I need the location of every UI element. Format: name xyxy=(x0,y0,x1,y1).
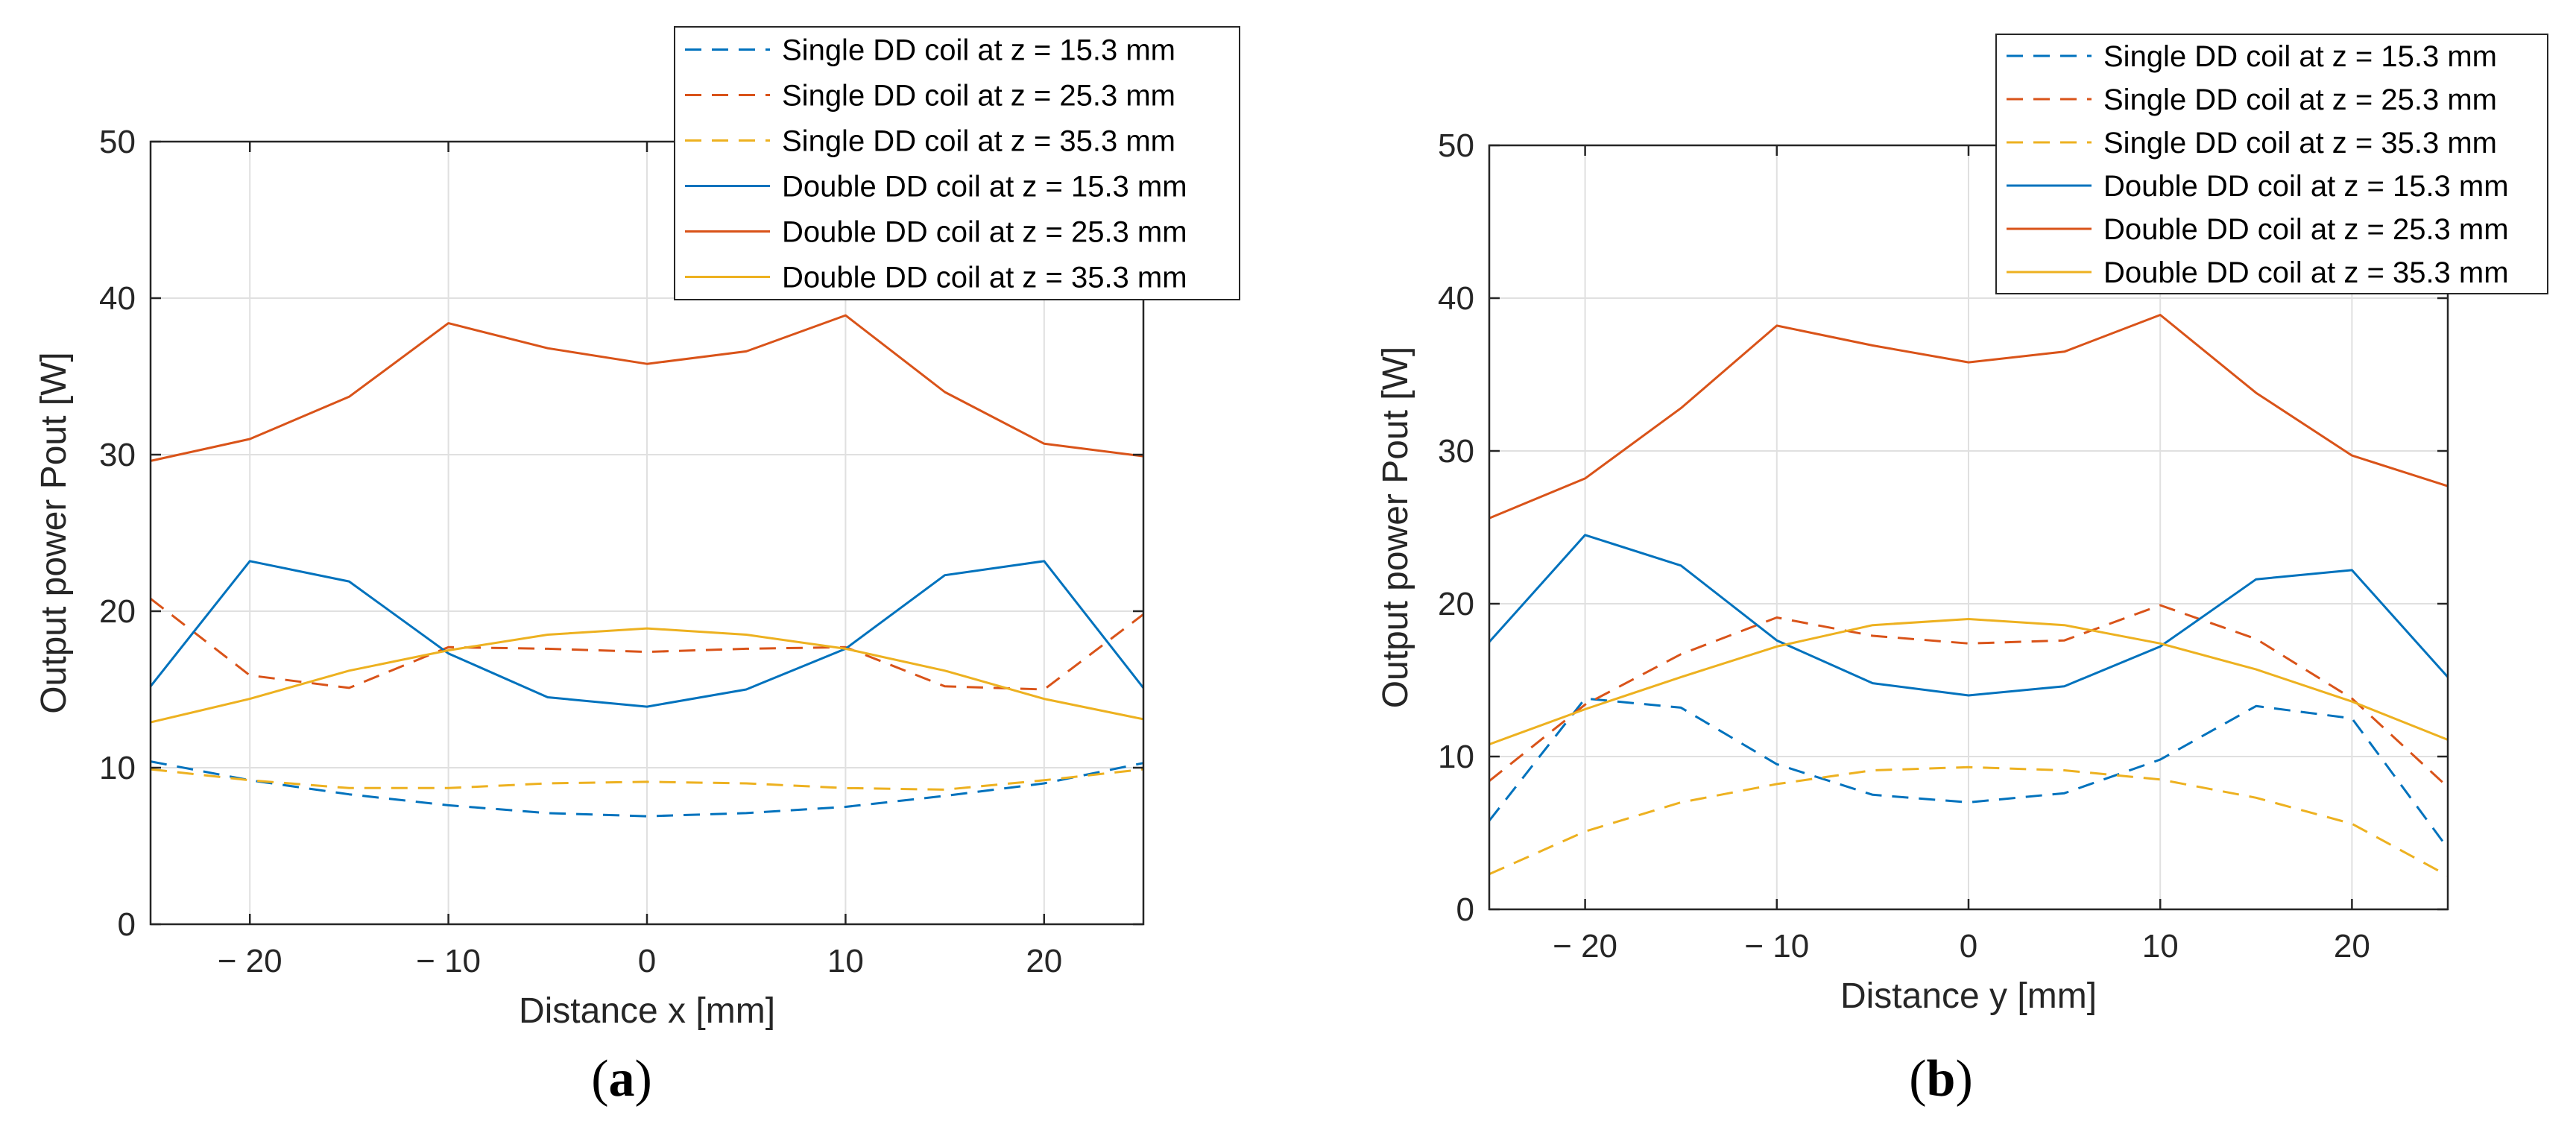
series-line-4 xyxy=(1488,534,2449,697)
legend-entry-label: Double DD coil at z = 15.3 mm xyxy=(782,171,1187,203)
y-tick-label: 20 xyxy=(99,593,136,630)
legend-entry-label: Double DD coil at z = 35.3 mm xyxy=(782,262,1187,294)
panel-label: (a) xyxy=(591,1050,652,1108)
y-tick-label: 0 xyxy=(1456,891,1474,928)
legend-entry-label: Single DD coil at z = 15.3 mm xyxy=(782,34,1175,67)
series-line-1 xyxy=(1488,697,2449,849)
series-line-3 xyxy=(1489,765,2449,877)
series-line-4 xyxy=(149,560,1145,708)
x-tick-label: 10 xyxy=(827,943,864,979)
y-tick-label: 40 xyxy=(1438,280,1474,317)
series-line-1 xyxy=(150,760,1144,818)
y-tick-label: 50 xyxy=(99,124,136,160)
x-tick-label: − 10 xyxy=(1744,928,1809,964)
series-line-2 xyxy=(1489,604,2449,789)
y-tick-label: 30 xyxy=(99,437,136,473)
x-tick-label: 20 xyxy=(2334,928,2370,964)
y-axis-label: Output power Pout [W] xyxy=(1376,347,1415,709)
legend-box xyxy=(674,26,1240,300)
legend-entry-label: Single DD coil at z = 25.3 mm xyxy=(782,80,1175,113)
y-tick-label: 50 xyxy=(1438,127,1474,164)
legend-entry-label: Single DD coil at z = 35.3 mm xyxy=(782,125,1175,158)
panel-label: (b) xyxy=(1909,1050,1973,1108)
y-tick-label: 20 xyxy=(1438,586,1474,622)
chart-panel-b: − 20 − 10 0 10 20 0 10 20 30 40 50 Distance y [mm] O… xyxy=(1376,34,2548,1108)
legend-entry-label: Double DD coil at z = 15.3 mm xyxy=(2103,170,2509,203)
x-tick-label: 10 xyxy=(2142,928,2179,964)
legend-entry-label: Single DD coil at z = 15.3 mm xyxy=(2103,40,2497,73)
x-tick-label: − 10 xyxy=(416,943,481,979)
x-tick-label: 20 xyxy=(1026,943,1062,979)
legend-entry-label: Single DD coil at z = 35.3 mm xyxy=(2103,127,2497,160)
y-axis-label: Output power Pout [W] xyxy=(34,352,74,714)
series-line-5 xyxy=(150,314,1144,462)
x-tick-label: − 20 xyxy=(1553,928,1617,964)
legend-entry-label: Double DD coil at z = 35.3 mm xyxy=(2103,256,2509,289)
legend-box xyxy=(1995,34,2548,294)
legend-entry-label: Double DD coil at z = 25.3 mm xyxy=(2103,213,2509,246)
legend: Single DD coil at z = 15.3 mm Single DD c… xyxy=(1995,34,2548,294)
y-tick-label: 10 xyxy=(99,750,136,786)
series-line-5 xyxy=(1489,314,2449,520)
y-tick-label: 40 xyxy=(99,280,136,317)
series-line-2 xyxy=(150,598,1144,691)
legend: Single DD coil at z = 15.3 mm Single DD c… xyxy=(674,26,1240,300)
x-tick-label: 0 xyxy=(638,943,656,979)
y-tick-label: 10 xyxy=(1438,739,1474,775)
x-axis-label: Distance y [mm] xyxy=(1840,976,2097,1016)
series-line-6 xyxy=(1489,618,2449,746)
y-tick-label: 0 xyxy=(118,906,136,943)
y-tick-label: 30 xyxy=(1438,433,1474,470)
x-tick-label: 0 xyxy=(1960,928,1977,964)
x-axis-label: Distance x [mm] xyxy=(519,991,775,1031)
x-tick-label: − 20 xyxy=(218,943,282,979)
legend-entry-label: Double DD coil at z = 25.3 mm xyxy=(782,216,1187,249)
series-line-6 xyxy=(150,627,1144,724)
chart-panel-a: − 20 − 10 0 10 20 0 10 20 30 40 50 Distance x [mm] O… xyxy=(34,26,1240,1108)
series-line-3 xyxy=(150,768,1144,791)
legend-entry-label: Single DD coil at z = 25.3 mm xyxy=(2103,83,2497,116)
